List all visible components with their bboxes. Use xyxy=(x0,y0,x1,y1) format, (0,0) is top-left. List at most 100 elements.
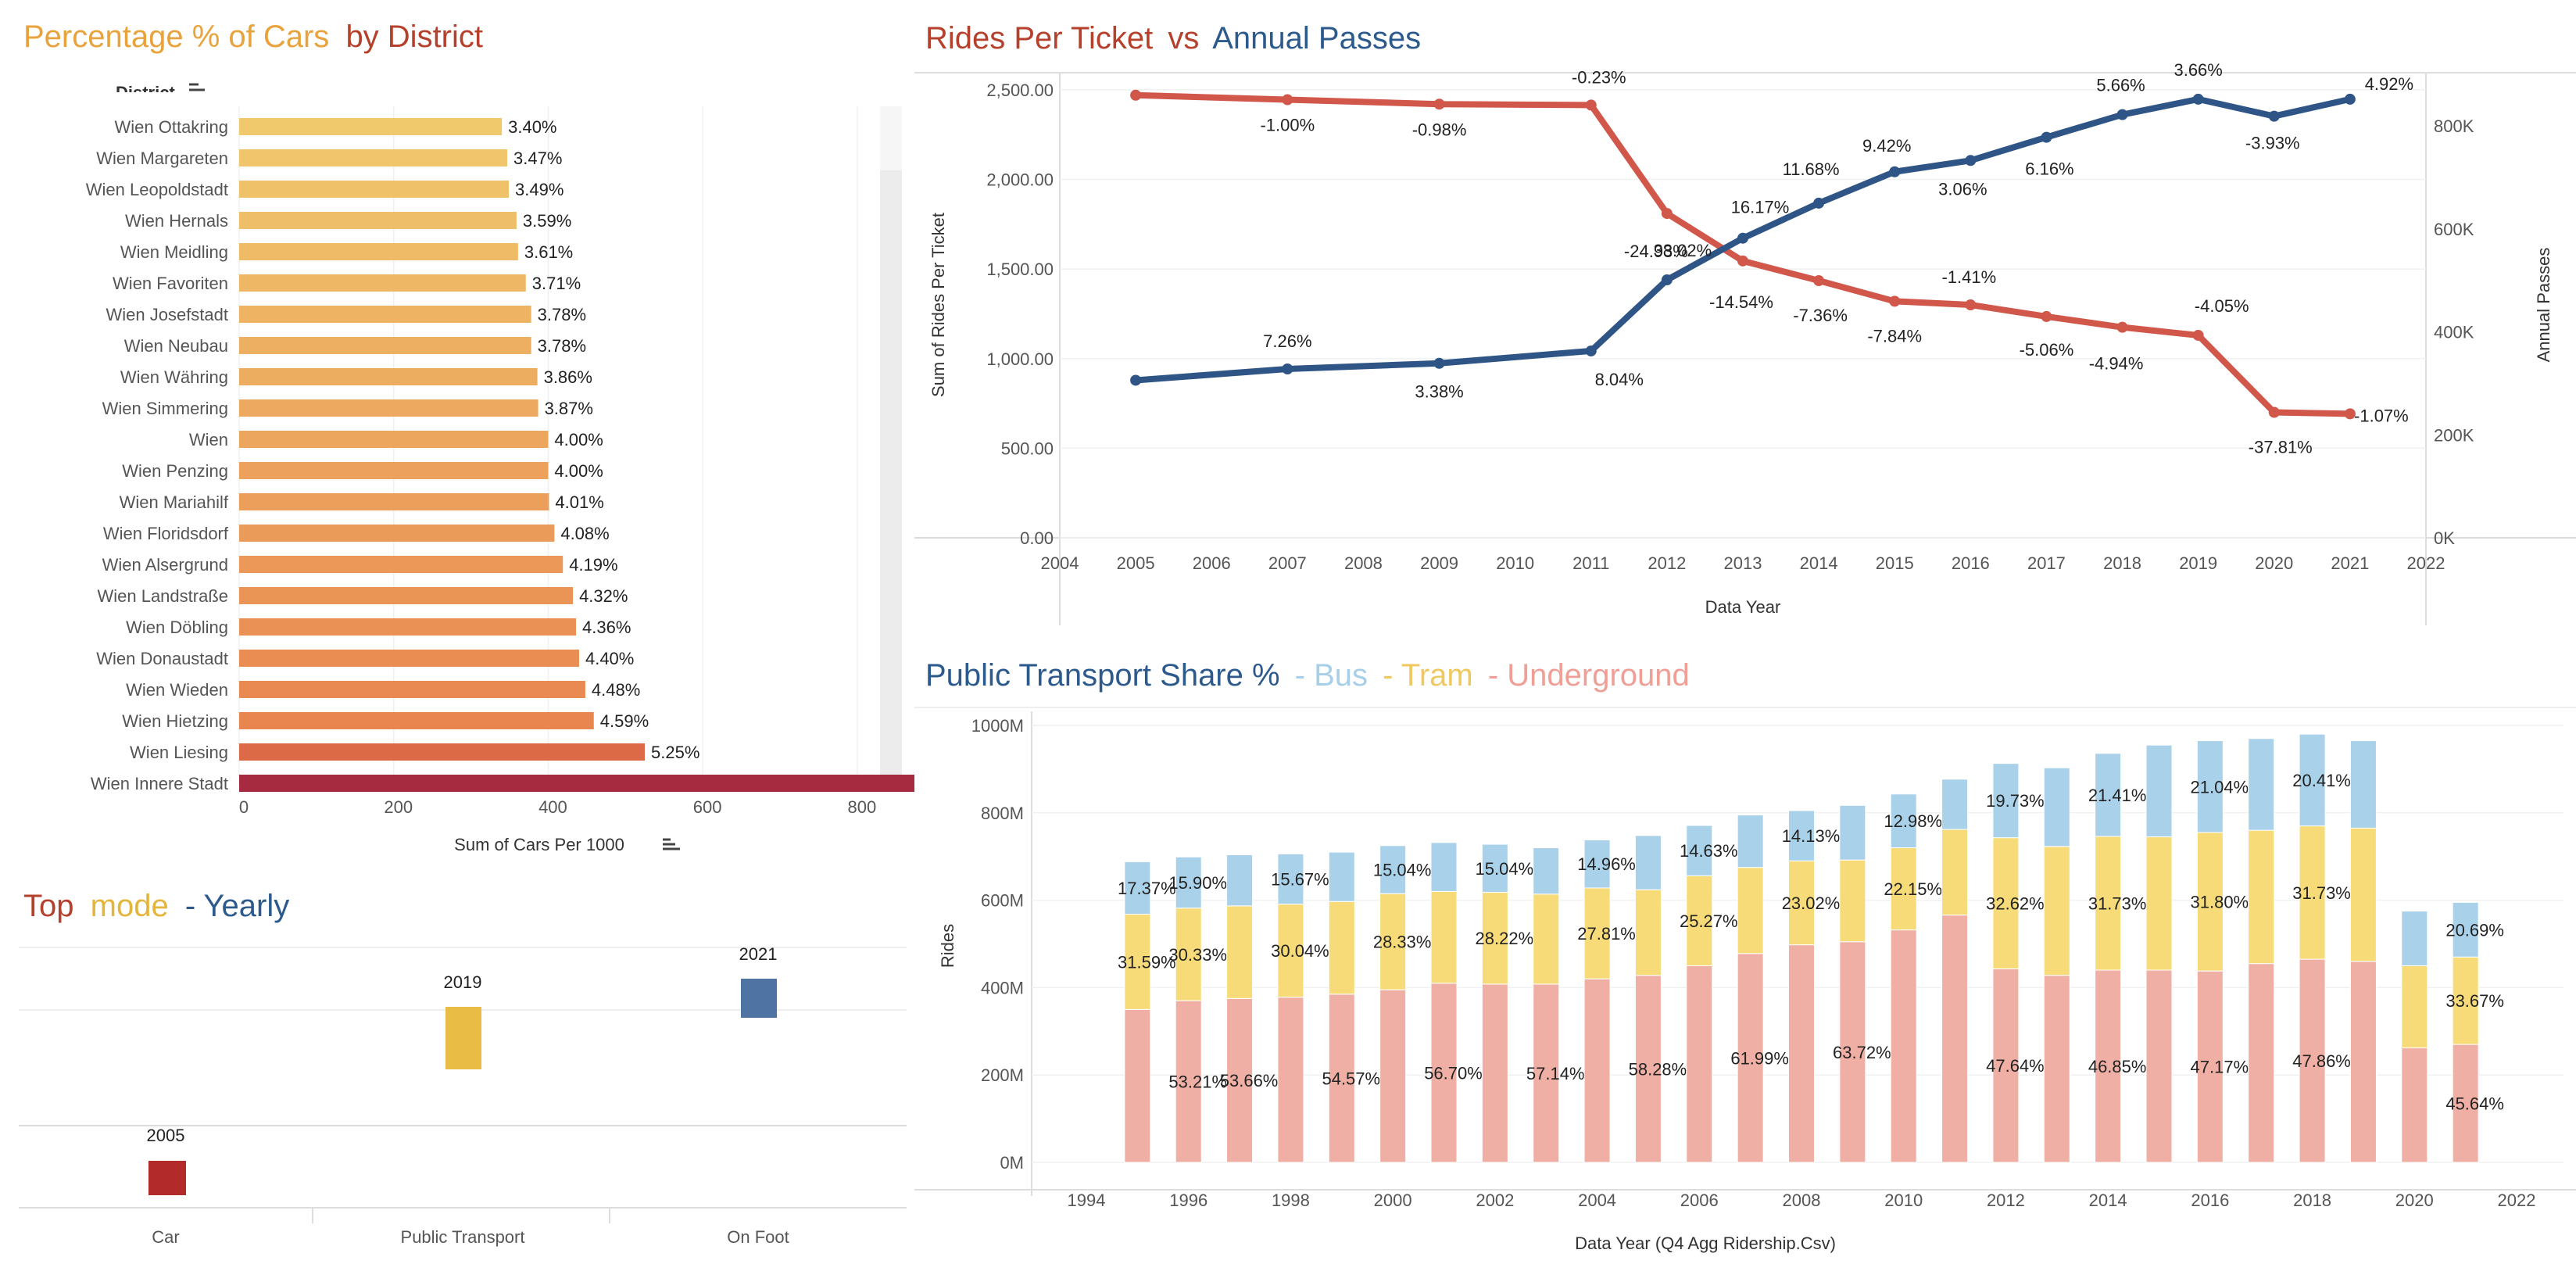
district-bar[interactable] xyxy=(239,181,510,198)
pt-bar-segment[interactable] xyxy=(1481,983,1508,1163)
pt-bar-segment[interactable] xyxy=(1634,889,1662,976)
pt-bar-segment[interactable] xyxy=(1992,968,2020,1163)
pt-bar-segment[interactable] xyxy=(2401,1047,2428,1163)
rides-point[interactable] xyxy=(1737,232,1748,244)
pt-bar-segment[interactable] xyxy=(1277,853,1304,905)
district-bar[interactable] xyxy=(239,149,508,167)
pt-bar-segment[interactable] xyxy=(1379,989,1407,1163)
district-bar[interactable] xyxy=(239,243,518,260)
pt-bar-segment[interactable] xyxy=(2299,958,2326,1163)
mode-mark[interactable] xyxy=(741,979,777,1018)
pt-bar-segment[interactable] xyxy=(2095,969,2122,1163)
rides-point[interactable] xyxy=(1661,208,1673,220)
pt-bar-segment[interactable] xyxy=(1277,997,1304,1163)
rides-point[interactable] xyxy=(2116,109,2128,120)
pt-bar-segment[interactable] xyxy=(2452,1044,2479,1163)
pt-bar-segment[interactable] xyxy=(1839,859,1866,943)
pt-bar-segment[interactable] xyxy=(1430,890,1458,984)
rides-point[interactable] xyxy=(2268,110,2280,122)
pt-bar-segment[interactable] xyxy=(1788,860,1815,946)
pt-bar-segment[interactable] xyxy=(1124,861,1151,915)
rides-point[interactable] xyxy=(1585,99,1597,111)
pt-bar-segment[interactable] xyxy=(1737,953,1764,1163)
pt-bar-segment[interactable] xyxy=(1175,1000,1202,1163)
district-bar[interactable] xyxy=(239,650,579,667)
pt-bar-segment[interactable] xyxy=(2401,911,2428,966)
pt-bar-segment[interactable] xyxy=(1839,941,1866,1163)
pt-bar-segment[interactable] xyxy=(1226,905,1254,999)
rides-point[interactable] xyxy=(2192,329,2204,341)
pt-bar-segment[interactable] xyxy=(1890,929,1917,1163)
rides-point[interactable] xyxy=(1813,197,1825,209)
pt-bar-segment[interactable] xyxy=(1481,843,1508,893)
pt-bar-segment[interactable] xyxy=(1686,825,1713,876)
pt-bar-segment[interactable] xyxy=(1430,983,1458,1163)
pt-bar-segment[interactable] xyxy=(2452,901,2479,958)
district-bar[interactable] xyxy=(239,399,538,417)
district-bar[interactable] xyxy=(239,274,526,292)
pt-bar-segment[interactable] xyxy=(1533,893,1560,985)
rides-point[interactable] xyxy=(2344,93,2356,105)
district-bar[interactable] xyxy=(239,587,574,604)
district-bar[interactable] xyxy=(239,337,531,354)
rides-point[interactable] xyxy=(1965,155,1977,167)
district-bar[interactable] xyxy=(239,525,555,542)
pt-bar-segment[interactable] xyxy=(1941,779,1969,830)
pt-bar-segment[interactable] xyxy=(2043,846,2070,976)
district-bar[interactable] xyxy=(239,212,517,229)
rides-point[interactable] xyxy=(1282,94,1293,106)
district-bar[interactable] xyxy=(239,493,549,510)
rides-point[interactable] xyxy=(1813,275,1825,287)
rides-point[interactable] xyxy=(2041,131,2052,143)
pt-bar-segment[interactable] xyxy=(1226,854,1254,907)
rides-series-line[interactable] xyxy=(1132,95,2353,384)
pt-bar-segment[interactable] xyxy=(2248,738,2275,831)
pt-bar-segment[interactable] xyxy=(2349,827,2377,962)
pt-bar-segment[interactable] xyxy=(1634,835,1662,890)
pt-bar-segment[interactable] xyxy=(1737,867,1764,954)
pt-bar-segment[interactable] xyxy=(2043,767,2070,847)
rides-point[interactable] xyxy=(1433,357,1445,369)
pt-bar-segment[interactable] xyxy=(2145,836,2173,971)
pt-bar-segment[interactable] xyxy=(1328,901,1355,995)
rides-point[interactable] xyxy=(1889,295,1901,307)
pt-bar-segment[interactable] xyxy=(1328,994,1355,1163)
rides-point[interactable] xyxy=(2268,406,2280,418)
pt-bar-segment[interactable] xyxy=(1788,810,1815,861)
rides-point[interactable] xyxy=(2344,408,2356,420)
rides-point[interactable] xyxy=(1737,255,1748,267)
rides-point[interactable] xyxy=(1889,166,1901,177)
mode-mark[interactable] xyxy=(148,1161,186,1195)
district-bar[interactable] xyxy=(239,118,503,135)
pt-bar-segment[interactable] xyxy=(2349,740,2377,829)
district-bar[interactable] xyxy=(239,712,594,729)
pt-bar-segment[interactable] xyxy=(1583,978,1611,1163)
pt-bar-segment[interactable] xyxy=(2452,956,2479,1045)
pt-bar-segment[interactable] xyxy=(2043,975,2070,1163)
pt-bar-segment[interactable] xyxy=(2095,836,2122,971)
pt-bar-segment[interactable] xyxy=(1124,1008,1151,1163)
pt-bar-segment[interactable] xyxy=(1941,829,1969,916)
rides-point[interactable] xyxy=(1661,274,1673,286)
pt-bar-segment[interactable] xyxy=(2299,825,2326,960)
pt-bar-segment[interactable] xyxy=(2145,969,2173,1163)
rides-point[interactable] xyxy=(1585,345,1597,356)
rides-point[interactable] xyxy=(2041,310,2052,322)
district-bar[interactable] xyxy=(239,306,531,323)
pt-bar-segment[interactable] xyxy=(2196,832,2224,972)
scrollbar-track[interactable] xyxy=(880,106,902,779)
district-bar[interactable] xyxy=(239,743,645,761)
pt-bar-segment[interactable] xyxy=(1890,793,1917,849)
pt-bar-segment[interactable] xyxy=(2349,961,2377,1163)
pt-bar-segment[interactable] xyxy=(2145,744,2173,838)
pt-bar-segment[interactable] xyxy=(2248,963,2275,1163)
rides-series-line[interactable] xyxy=(1132,91,2353,417)
scrollbar-thumb[interactable] xyxy=(880,106,902,170)
pt-bar-segment[interactable] xyxy=(2299,733,2326,827)
district-bar[interactable] xyxy=(239,556,564,573)
district-bar[interactable] xyxy=(239,368,538,385)
district-bar[interactable] xyxy=(239,431,549,448)
rides-point[interactable] xyxy=(1433,98,1445,110)
pt-bar-segment[interactable] xyxy=(1379,845,1407,894)
pt-bar-segment[interactable] xyxy=(1737,815,1764,868)
